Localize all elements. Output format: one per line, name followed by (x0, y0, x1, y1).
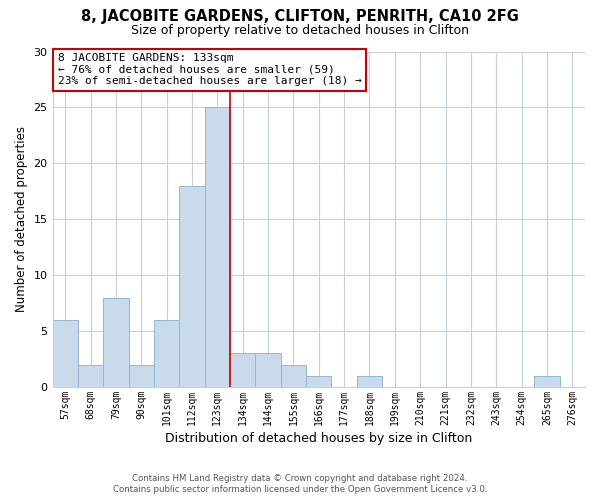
Bar (78, 364, 103, 387)
Bar (306, 376, 331, 387)
Bar (205, 108, 230, 387)
Bar (281, 364, 306, 387)
Bar (103, 298, 128, 387)
Bar (53, 320, 78, 387)
Y-axis label: Number of detached properties: Number of detached properties (15, 126, 28, 312)
Text: Size of property relative to detached houses in Clifton: Size of property relative to detached ho… (131, 24, 469, 37)
X-axis label: Distribution of detached houses by size in Clifton: Distribution of detached houses by size … (165, 432, 472, 445)
Bar (534, 376, 560, 387)
Bar (179, 186, 205, 387)
Bar (230, 354, 256, 387)
Bar (154, 320, 179, 387)
Bar (128, 364, 154, 387)
Text: 8 JACOBITE GARDENS: 133sqm
← 76% of detached houses are smaller (59)
23% of semi: 8 JACOBITE GARDENS: 133sqm ← 76% of deta… (58, 53, 362, 86)
Bar (256, 354, 281, 387)
Bar (357, 376, 382, 387)
Text: Contains HM Land Registry data © Crown copyright and database right 2024.
Contai: Contains HM Land Registry data © Crown c… (113, 474, 487, 494)
Text: 8, JACOBITE GARDENS, CLIFTON, PENRITH, CA10 2FG: 8, JACOBITE GARDENS, CLIFTON, PENRITH, C… (81, 9, 519, 24)
